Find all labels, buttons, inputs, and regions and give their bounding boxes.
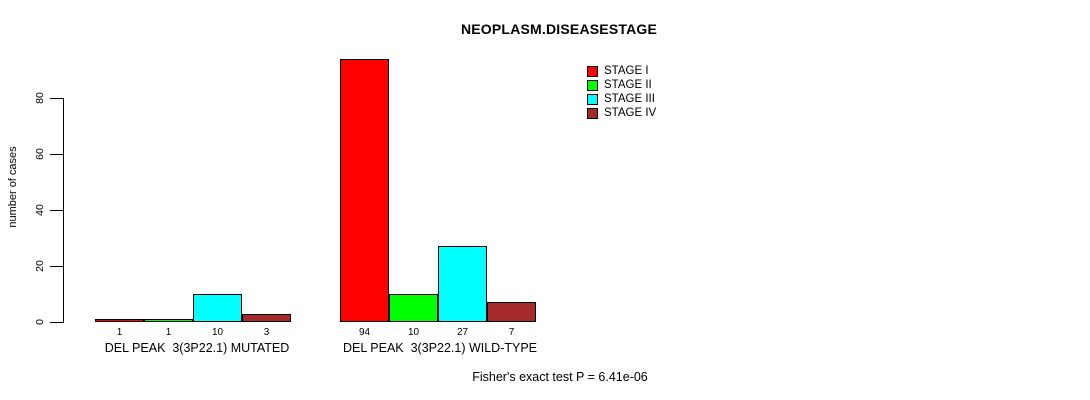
legend-item: STAGE III [587,93,656,105]
bar-value-label: 1 [116,327,123,338]
y-axis-line [63,98,64,323]
y-tick-label: 0 [34,319,46,325]
bar-stage-i [340,58,389,322]
legend-item: STAGE II [587,79,656,91]
bar-stage-i [95,319,144,322]
bar-stage-iv [487,302,536,322]
legend-label: STAGE I [604,65,649,77]
legend-label: STAGE IV [604,107,657,119]
bar-stage-iii [193,294,242,322]
legend: STAGE I STAGE II STAGE III STAGE IV [587,65,657,122]
y-tick [50,154,63,155]
y-tick-label: 20 [34,260,46,272]
group-label-wild-type: DEL PEAK 3(3P22.1) WILD-TYPE [342,341,538,355]
bar-value-label: 10 [407,327,420,338]
bar-value-label: 10 [211,327,224,338]
y-tick-label: 60 [34,148,46,160]
bar-stage-ii [144,319,193,322]
chart-title: NEOPLASM.DISEASESTAGE [460,21,658,37]
legend-label: STAGE III [604,93,655,105]
legend-swatch [587,108,598,119]
legend-swatch [587,94,598,105]
y-tick [50,266,63,267]
group-label-mutated: DEL PEAK 3(3P22.1) MUTATED [104,341,290,355]
legend-item: STAGE IV [587,107,657,119]
bar-value-label: 3 [263,327,270,338]
legend-item: STAGE I [587,65,656,77]
bar-value-label: 27 [456,327,469,338]
bar-stage-iv [242,313,291,322]
y-tick [50,98,63,99]
y-tick-label: 80 [34,92,46,104]
y-axis-label: number of cases [7,146,19,228]
y-tick [50,210,63,211]
bar-stage-ii [389,294,438,322]
legend-swatch [587,66,598,77]
y-tick-label: 40 [34,204,46,216]
legend-label: STAGE II [604,79,652,91]
bar-value-label: 94 [358,327,371,338]
y-tick [50,322,63,323]
legend-swatch [587,80,598,91]
fisher-test-annotation: Fisher's exact test P = 6.41e-06 [472,370,648,384]
bar-value-label: 7 [508,327,515,338]
bar-stage-iii [438,246,487,322]
bar-value-label: 1 [165,327,172,338]
